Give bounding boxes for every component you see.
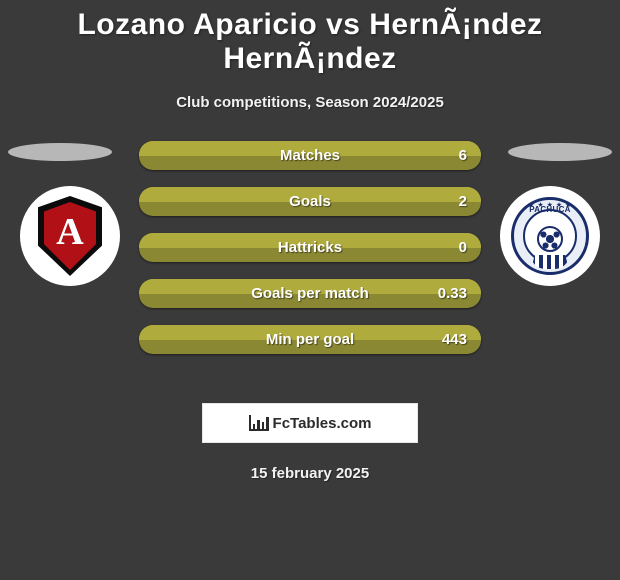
page-title: Lozano Aparicio vs HernÃ¡ndez HernÃ¡ndez xyxy=(0,0,620,76)
stat-value: 6 xyxy=(459,141,467,170)
soccer-ball-icon xyxy=(537,226,563,252)
stat-row-min-per-goal: Min per goal 443 xyxy=(139,325,481,354)
club-logo-right: ★ ★ ★ ★ ★ PACHUCA xyxy=(500,186,600,286)
stat-label: Hattricks xyxy=(139,233,481,262)
club-logo-left: A xyxy=(20,186,120,286)
stat-label: Goals xyxy=(139,187,481,216)
brand-text: FcTables.com xyxy=(273,415,372,432)
stat-row-goals-per-match: Goals per match 0.33 xyxy=(139,279,481,308)
stat-row-matches: Matches 6 xyxy=(139,141,481,170)
stat-value: 0 xyxy=(459,233,467,262)
stat-label: Goals per match xyxy=(139,279,481,308)
stat-row-hattricks: Hattricks 0 xyxy=(139,233,481,262)
stat-label: Min per goal xyxy=(139,325,481,354)
atlas-letter: A xyxy=(38,210,102,254)
brand-badge[interactable]: FcTables.com xyxy=(202,403,418,443)
atlas-shield-icon: A xyxy=(38,196,102,276)
player-ellipse-left xyxy=(8,143,112,161)
pachuca-badge-icon: ★ ★ ★ ★ ★ PACHUCA xyxy=(511,197,589,275)
stats-list: Matches 6 Goals 2 Hattricks 0 Goals per … xyxy=(139,141,481,354)
date-label: 15 february 2025 xyxy=(0,465,620,482)
chart-icon xyxy=(249,415,269,431)
stat-value: 443 xyxy=(442,325,467,354)
stat-row-goals: Goals 2 xyxy=(139,187,481,216)
pachuca-label: PACHUCA xyxy=(511,205,589,214)
stat-label: Matches xyxy=(139,141,481,170)
stat-value: 2 xyxy=(459,187,467,216)
subtitle: Club competitions, Season 2024/2025 xyxy=(0,94,620,111)
stat-value: 0.33 xyxy=(438,279,467,308)
content-area: A ★ ★ ★ ★ ★ PACHUCA Matches 6 Goals 2 xyxy=(0,141,620,381)
player-ellipse-right xyxy=(508,143,612,161)
comparison-card: Lozano Aparicio vs HernÃ¡ndez HernÃ¡ndez… xyxy=(0,0,620,580)
